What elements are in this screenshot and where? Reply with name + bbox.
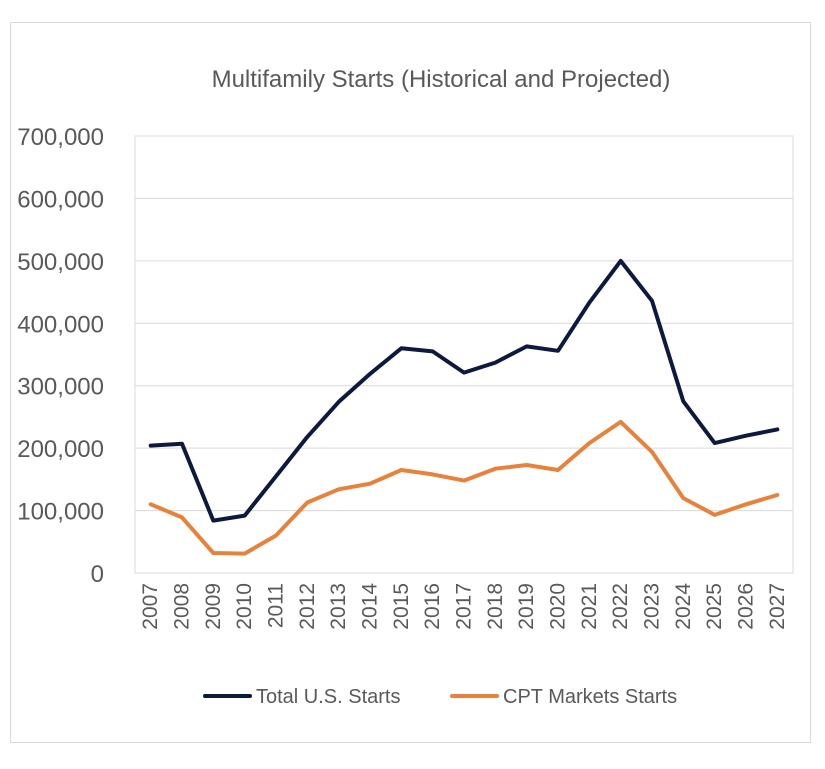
x-tick-label: 2011 [265, 583, 288, 628]
x-tick-label: 2024 [672, 583, 695, 630]
y-tick-label: 100,000 [17, 499, 104, 526]
series-line-total-u-s-starts [148, 258, 780, 523]
y-axis: 0 100,000 200,000 300,000 400,000 500,000 600,… [17, 124, 104, 588]
legend-label-cpt-markets-starts: CPT Markets Starts [503, 686, 677, 708]
y-tick-label: 200,000 [17, 436, 104, 463]
x-tick-label: 2022 [609, 583, 632, 630]
x-tick-label: 2012 [296, 583, 319, 630]
y-tick-label: 300,000 [17, 374, 104, 401]
plot-area [134, 135, 794, 574]
x-tick-label: 2013 [327, 583, 350, 630]
x-tick-label: 2019 [515, 583, 538, 630]
x-tick-label: 2025 [703, 583, 726, 630]
x-tick-label: 2017 [453, 583, 476, 630]
x-tick-label: 2014 [359, 583, 382, 630]
y-tick-label: 700,000 [17, 124, 104, 151]
y-tick-label: 600,000 [17, 186, 104, 213]
x-tick-label: 2009 [202, 583, 225, 630]
y-tick-label: 500,000 [17, 249, 104, 276]
gridlines [135, 135, 793, 574]
x-axis: 2007 2008 2009 2010 2011 2012 2013 2014 2015 2016… [139, 583, 789, 630]
x-tick-label: 2007 [139, 583, 162, 630]
y-tick-label: 0 [91, 561, 104, 588]
x-tick-label: 2018 [484, 583, 507, 630]
x-tick-label: 2020 [547, 583, 570, 630]
x-tick-label: 2027 [766, 583, 789, 630]
x-tick-label: 2008 [171, 583, 194, 630]
x-tick-label: 2010 [233, 583, 256, 630]
series-line-cpt-markets-starts [148, 419, 780, 556]
y-tick-label: 400,000 [17, 311, 104, 338]
x-tick-label: 2016 [421, 583, 444, 630]
legend: Total U.S. Starts CPT Markets Starts [203, 686, 677, 708]
x-tick-label: 2026 [735, 583, 758, 630]
x-tick-label: 2015 [390, 583, 413, 630]
legend-label-total-u-s-starts: Total U.S. Starts [256, 686, 401, 708]
x-tick-label: 2023 [641, 583, 664, 630]
series-lines [148, 258, 780, 556]
x-tick-label: 2021 [578, 583, 601, 630]
chart-title: Multifamily Starts (Historical and Proje… [212, 66, 671, 93]
